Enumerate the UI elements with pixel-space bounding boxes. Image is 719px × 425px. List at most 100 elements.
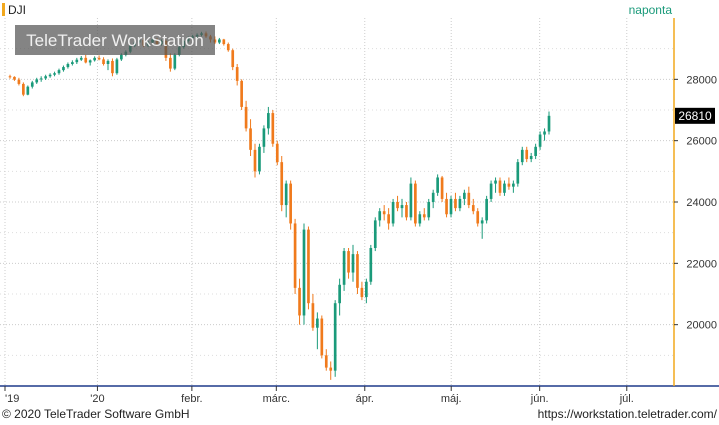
candle-body (271, 113, 275, 144)
candle-body (405, 205, 408, 218)
candle-body (289, 183, 292, 224)
candle-body (378, 211, 382, 221)
candle-body (298, 287, 301, 316)
watermark-text: TeleTrader WorkStation (26, 31, 204, 50)
last-price-label: 26810 (678, 109, 712, 123)
candle-body (463, 192, 466, 199)
candle-body (418, 214, 422, 224)
candle-body (360, 287, 364, 298)
candle-body (35, 79, 39, 83)
candle-body (71, 62, 74, 64)
x-tick-label: ápr. (356, 393, 374, 405)
x-tick-label: jún. (530, 393, 549, 405)
candle-body (409, 183, 413, 218)
candle-body (267, 113, 270, 129)
candle-body (231, 50, 235, 68)
candle-body (543, 131, 546, 135)
candle-body (57, 70, 61, 74)
candle-body (422, 214, 426, 218)
candle-body (454, 198, 457, 209)
candle-body (84, 57, 88, 63)
candle-body (365, 281, 368, 298)
candle-body (414, 183, 417, 224)
candle-body (88, 60, 92, 63)
candle-body (13, 76, 16, 80)
candle-body (75, 59, 79, 63)
candle-body (22, 83, 25, 95)
candle-body (534, 146, 537, 156)
candle-body (17, 79, 21, 84)
candle-body (253, 149, 257, 172)
candle-body (356, 254, 359, 288)
candle-body (235, 67, 239, 81)
candle-body (391, 202, 395, 224)
candle-body (347, 251, 350, 273)
candle-body (106, 60, 110, 64)
candle-body (538, 134, 542, 147)
y-tick-label: 20000 (686, 320, 717, 332)
candle-body (494, 180, 497, 184)
candle-body (342, 251, 346, 285)
candle-series (8, 31, 551, 380)
interval-label[interactable]: naponta (629, 3, 673, 17)
candle-body (30, 82, 34, 87)
watermark: TeleTrader WorkStation (15, 25, 215, 55)
candle-body (373, 220, 377, 248)
y-tick-label: 22000 (686, 258, 717, 270)
candle-body (329, 367, 333, 371)
candle-body (26, 86, 30, 95)
website-link[interactable]: https://workstation.teletrader.com/ (537, 407, 717, 421)
candle-body (102, 59, 105, 64)
candle-body (498, 180, 502, 193)
candle-body (516, 162, 520, 184)
candle-body (302, 229, 306, 316)
candle-body (320, 318, 324, 356)
candle-body (115, 59, 119, 74)
candle-body (400, 205, 404, 209)
candle-body (66, 64, 70, 68)
candle-body (458, 198, 462, 209)
y-axis-ticks: 20000 22000 24000 26000 28000 (674, 74, 717, 332)
candle-body (39, 78, 43, 80)
x-tick-label: júl. (619, 393, 634, 405)
x-axis-ticks: '19 '20 febr. márc. ápr. máj. jún. júl. (4, 386, 634, 405)
candle-body (111, 60, 114, 74)
copyright-text: © 2020 TeleTrader Software GmbH (2, 407, 190, 421)
candle-body (169, 57, 172, 69)
candle-body (436, 177, 439, 193)
candle-body (93, 57, 96, 61)
candle-body (427, 202, 431, 218)
candle-body (520, 149, 524, 163)
candle-body (503, 183, 506, 193)
candle-body (48, 74, 52, 77)
candle-body (280, 162, 284, 206)
candle-body (369, 248, 373, 282)
symbol-marker (2, 3, 5, 16)
candle-body (440, 177, 444, 199)
candle-body (79, 57, 83, 60)
candle-body (445, 198, 448, 215)
candle-body (284, 183, 288, 206)
candle-body (476, 211, 480, 224)
y-tick-label: 28000 (686, 74, 717, 86)
candle-body (222, 39, 226, 45)
candle-body (382, 211, 386, 215)
x-tick-label: máj. (441, 393, 462, 405)
candle-body (351, 254, 355, 273)
x-tick-label: '20 (90, 393, 104, 405)
candle-body (97, 57, 101, 60)
candle-body (244, 106, 248, 129)
candle-body (44, 76, 47, 79)
candle-body (258, 146, 261, 172)
x-tick-label: márc. (263, 393, 291, 405)
candle-body (262, 128, 266, 147)
candle-body (396, 202, 399, 209)
candle-body (218, 39, 221, 43)
candle-body (307, 229, 310, 304)
candle-body (431, 192, 435, 202)
candle-body (547, 115, 551, 132)
candle-body (525, 149, 529, 160)
candle-body (120, 54, 123, 60)
